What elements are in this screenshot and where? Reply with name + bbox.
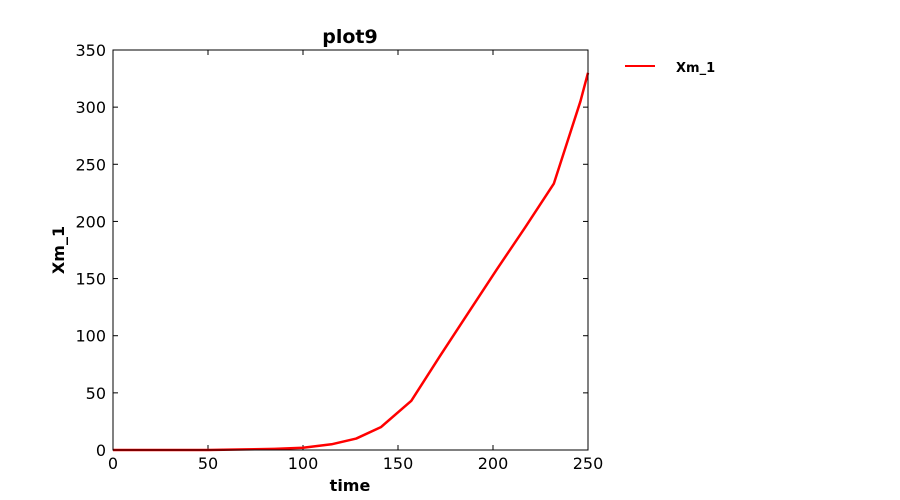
- x-axis-label: time: [330, 476, 371, 495]
- y-tick-label: 150: [75, 270, 106, 289]
- y-tick-label: 250: [75, 155, 106, 174]
- series-line-xm-1: [113, 72, 590, 452]
- series-layer: [113, 72, 590, 452]
- x-tick-label: 200: [478, 454, 509, 473]
- y-tick-label: 100: [75, 327, 106, 346]
- plot-frame: [112, 49, 589, 451]
- legend: Xm_1: [625, 61, 715, 76]
- y-tick-label: 200: [75, 212, 106, 231]
- x-tick-label: 0: [108, 454, 118, 473]
- x-tick-label: 50: [198, 454, 218, 473]
- y-tick-label: 50: [86, 384, 106, 403]
- chart-title: plot9: [322, 26, 377, 48]
- y-tick-label: 300: [75, 98, 106, 117]
- x-tick-label: 100: [288, 454, 319, 473]
- y-axis-label: Xm_1: [49, 226, 68, 274]
- legend-label-xm-1: Xm_1: [676, 61, 715, 76]
- y-tick-label: 0: [96, 441, 106, 460]
- x-tick-label: 150: [383, 454, 414, 473]
- tick-layer: 0 50 100 150 200 250 0 50 100 150 200 250 300 350: [75, 41, 603, 473]
- x-tick-label: 250: [573, 454, 604, 473]
- y-tick-label: 350: [75, 41, 106, 60]
